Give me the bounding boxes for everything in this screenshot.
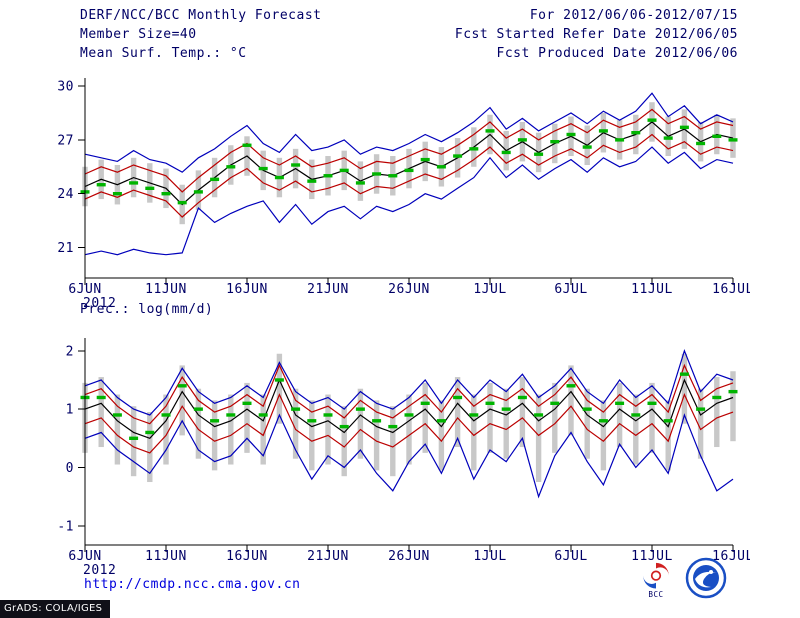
ensemble-spread-bar: [163, 394, 169, 465]
source-url-text: http://cmdp.ncc.cma.gov.cn: [84, 577, 301, 592]
bcc-logo-label: BCC: [648, 590, 663, 598]
y-tick-label: 1: [66, 403, 74, 418]
ensemble-spread-bar: [487, 382, 493, 453]
series-ensemble-min-line: [84, 146, 734, 256]
ensemble-spread-bar: [584, 388, 590, 459]
x-tick-label: 21JUN: [307, 282, 349, 297]
ensemble-spread-bar: [357, 388, 364, 459]
ensemble-spread-bar: [535, 394, 542, 483]
ensemble-spread-bar: [471, 394, 477, 471]
y-tick-label: 24: [57, 187, 74, 202]
ensemble-spread-bar: [616, 382, 623, 448]
cma-ncc-logo: [685, 557, 727, 599]
ensemble-spread-bar: [649, 382, 655, 453]
plot-title: DERF/NCC/BCC Monthly Forecast: [80, 8, 322, 23]
ensemble-spread-bar: [633, 394, 639, 465]
x-year-label: 2012: [83, 563, 116, 578]
series-lower-band-line: [84, 133, 734, 218]
fcst-start-date-label: Fcst Started Refer Date 2012/06/05: [454, 27, 738, 42]
ensemble-spread-bar: [503, 388, 509, 459]
ensemble-spread-bar: [438, 400, 445, 471]
y-tick-label: 30: [57, 80, 74, 95]
series-ensemble-mean-line: [84, 121, 734, 206]
ensemble-spread-bar: [714, 377, 720, 448]
ensemble-spread-bar: [130, 406, 137, 477]
temperature-chart: 21 24 27 30 6JUN 11JUN 16JUN 21JUN 26JUN 1JUL 6JUL…: [57, 78, 750, 311]
ensemble-spread-bar: [292, 388, 299, 459]
y-tick-label: 27: [57, 133, 74, 148]
x-tick-label: 6JUL: [554, 282, 587, 297]
bcc-logo: BCC: [643, 562, 669, 598]
ensemble-spread-bar: [697, 388, 704, 459]
series-ensemble-min-line: [84, 413, 734, 499]
x-tick-label: 16JUL: [712, 282, 750, 297]
series-upper-band-line: [84, 363, 734, 425]
x-year-label: 2012: [83, 296, 116, 311]
x-tick-label: 21JUN: [307, 549, 349, 564]
ensemble-spread-bar: [114, 394, 121, 465]
x-tick-label: 11JUN: [145, 549, 187, 564]
ensemble-spread-bar: [681, 353, 688, 424]
fcst-produced-label: Fcst Produced Date 2012/06/06: [496, 46, 738, 61]
y-tick-label: 0: [66, 461, 74, 476]
series-upper-band-line: [84, 108, 734, 193]
forecast-range-label: For 2012/06/06-2012/07/15: [529, 8, 738, 23]
ensemble-spread-bar: [454, 377, 461, 448]
x-tick-label: 26JUN: [388, 549, 430, 564]
series-ensemble-mean-line: [84, 378, 734, 439]
series-ensemble-max-line: [84, 348, 734, 416]
ensemble-spread-bar: [260, 394, 266, 465]
ensemble-spread-bar: [422, 382, 428, 453]
ensemble-spread-bar: [341, 406, 347, 477]
ensemble-spread-bar: [552, 382, 558, 453]
ensemble-spread-bar: [390, 406, 396, 477]
x-tick-label: 16JUN: [226, 549, 268, 564]
x-tick-label: 6JUN: [68, 282, 101, 297]
ensemble-spread-bar: [244, 382, 250, 453]
x-tick-label: 11JUL: [631, 282, 673, 297]
panel2-variable-label: Prec.: log(mm/d): [80, 302, 214, 317]
ensemble-spread-bar: [147, 412, 153, 483]
panel1-variable-label: Mean Surf. Temp.: °C: [80, 46, 247, 61]
ensemble-spread-bar: [730, 371, 736, 442]
ensemble-spread-bar: [211, 400, 218, 471]
ensemble-spread-bar: [195, 388, 202, 459]
ensemble-spread-bar: [406, 394, 412, 465]
x-tick-label: 1JUL: [473, 549, 506, 564]
ensemble-spread-bar: [276, 353, 283, 424]
x-tick-label: 6JUN: [68, 549, 101, 564]
x-tick-label: 6JUL: [554, 549, 587, 564]
x-tick-label: 26JUN: [388, 282, 430, 297]
ensemble-spread-bar: [325, 394, 331, 465]
ensemble-spread-bar: [373, 400, 380, 471]
ensemble-spread-bar: [98, 377, 104, 448]
y-tick-label: 2: [66, 344, 74, 359]
ensemble-spread-bar: [309, 400, 315, 471]
x-tick-label: 16JUL: [712, 549, 750, 564]
ensemble-spread-bar: [568, 365, 574, 436]
x-tick-label: 11JUN: [145, 282, 187, 297]
y-tick-label: -1: [57, 519, 74, 534]
ensemble-spread-bar: [519, 377, 526, 448]
series-lower-band-line: [84, 393, 734, 454]
x-tick-label: 16JUN: [226, 282, 268, 297]
grads-credit-badge: GrADS: COLA/IGES: [0, 600, 111, 618]
ensemble-spread-bar: [179, 365, 185, 436]
series-ensemble-max-line: [84, 92, 734, 173]
ensemble-spread-bar: [600, 400, 607, 471]
member-size-label: Member Size=40: [80, 27, 197, 42]
x-tick-label: 11JUL: [631, 549, 673, 564]
x-tick-label: 1JUL: [473, 282, 506, 297]
ensemble-spread-bar: [665, 400, 671, 471]
ensemble-spread-bar: [228, 394, 234, 465]
y-tick-label: 21: [57, 241, 74, 256]
